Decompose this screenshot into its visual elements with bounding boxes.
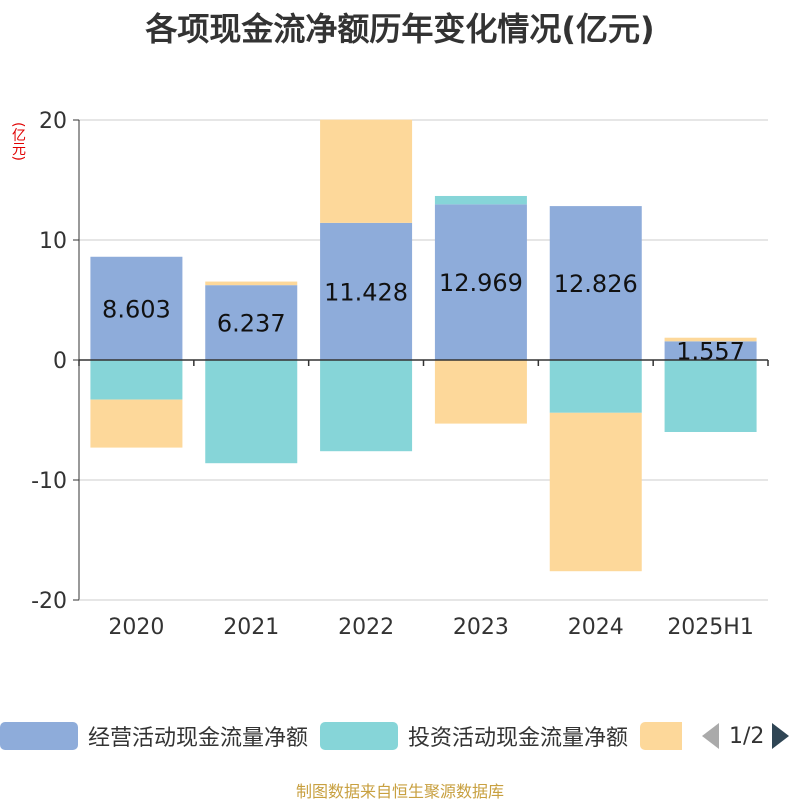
prev-page-icon[interactable] (702, 723, 719, 749)
bar-series-2-2025h1[interactable] (664, 337, 757, 342)
bar-series-0-2024[interactable] (549, 206, 642, 360)
x-tick-label: 2023 (453, 615, 509, 640)
bar-series-2-2024[interactable] (549, 412, 642, 572)
bar-value-labels: 8.603 6.237 11.428 12.969 12.826 1.557 (102, 269, 745, 365)
bar-series-1-2022[interactable] (320, 360, 413, 452)
legend-label: 经营活动现金流量净额 (88, 726, 309, 751)
bar-value-label: 12.826 (554, 270, 638, 298)
bar-series-1-2025h1[interactable] (664, 360, 757, 432)
bar-chart: 20 10 0 -10 -20 2020 2021 2022 2023 2024 2025H1 8.… (31, 109, 769, 640)
legend-page-indicator: 1/2 (729, 723, 765, 749)
bar-series-2-2020[interactable] (90, 399, 183, 448)
axes: 20 10 0 -10 -20 2020 2021 2022 2023 2024 2025H1 (31, 109, 769, 640)
bar-value-label: 8.603 (102, 295, 171, 323)
bar-value-label: 11.428 (324, 278, 408, 306)
bar-series-1-2020[interactable] (90, 360, 183, 400)
x-tick-label: 2021 (223, 615, 279, 640)
data-source-note: 制图数据来自恒生聚源数据库 (295, 782, 504, 801)
x-tick-label: 2022 (338, 615, 394, 640)
bar-series-1-2024[interactable] (549, 360, 642, 413)
legend-item-financing[interactable] (640, 716, 682, 756)
next-page-icon[interactable] (772, 723, 790, 749)
legend-item-investing[interactable]: 投资活动现金流量净额 (320, 716, 628, 756)
legend-pager: 1/2 (702, 716, 790, 756)
legend-label: 投资活动现金流量净额 (408, 726, 629, 751)
bar-series-0-2023[interactable] (434, 204, 527, 360)
bars (90, 119, 757, 572)
x-tick-label: 2020 (108, 615, 164, 640)
y-tick-label: -10 (31, 469, 67, 494)
legend-swatch (0, 722, 78, 750)
bar-series-2-2021[interactable] (205, 281, 298, 286)
bar-series-0-2021[interactable] (205, 285, 298, 360)
bar-series-0-2020[interactable] (90, 256, 183, 360)
legend-swatch (320, 722, 398, 750)
y-tick-label: -20 (31, 589, 67, 614)
y-tick-label: 10 (39, 229, 67, 254)
chart-title: 各项现金流净额历年变化情况(亿元) (145, 10, 655, 48)
bar-series-0-2025h1[interactable] (664, 341, 757, 360)
bar-series-0-2022[interactable] (320, 222, 413, 360)
bar-series-2-2023[interactable] (434, 360, 527, 424)
bar-value-label: 6.237 (217, 310, 286, 338)
bar-series-1-2023[interactable] (434, 195, 527, 205)
bar-series-1-2021[interactable] (205, 360, 298, 464)
y-tick-label: 20 (39, 109, 67, 134)
y-tick-label: 0 (53, 349, 67, 374)
x-tick-label: 2025H1 (667, 615, 754, 640)
legend: 经营活动现金流量净额 投资活动现金流量净额 1/2 (0, 716, 800, 756)
x-tick-label: 2024 (568, 615, 624, 640)
bar-value-label: 12.969 (439, 269, 523, 297)
bar-value-label: 1.557 (676, 338, 745, 366)
legend-item-operating[interactable]: 经营活动现金流量净额 (0, 716, 308, 756)
bar-series-2-2022[interactable] (320, 119, 413, 223)
legend-swatch (640, 722, 682, 750)
y-axis-unit-label: (亿元) (10, 122, 26, 161)
